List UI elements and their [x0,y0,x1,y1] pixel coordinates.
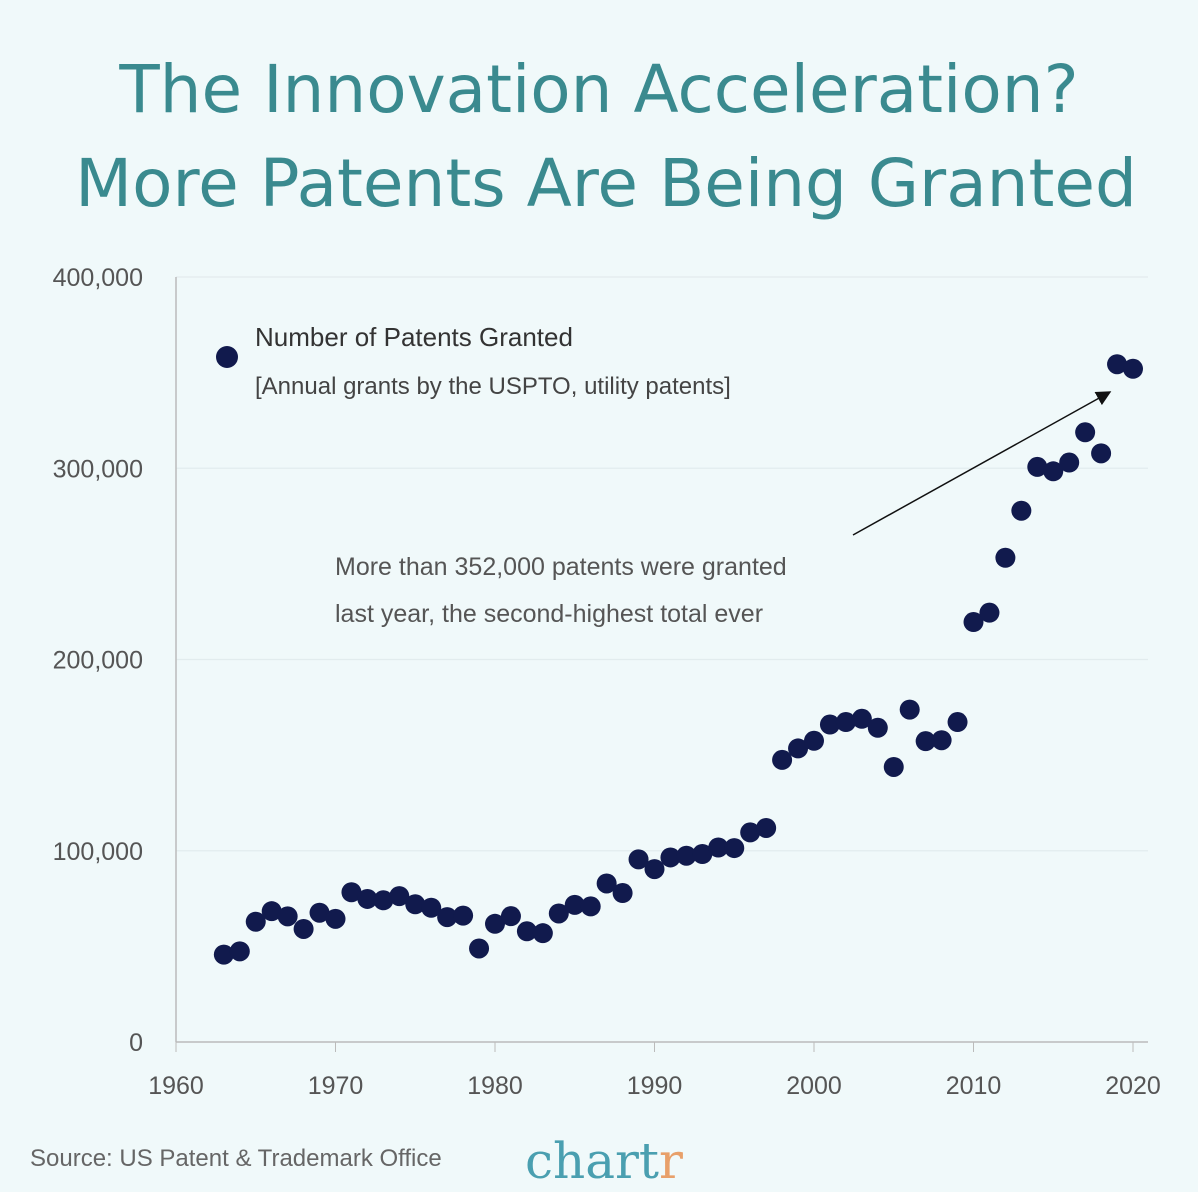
data-point-2013 [1011,501,1031,521]
data-point-1983 [533,923,553,943]
title-line-2: More Patents Are Being Granted [75,145,1137,222]
annotation-line-2: last year, the second-highest total ever [335,600,763,628]
data-point-1964 [230,941,250,961]
y-tick-label: 0 [129,1029,143,1057]
data-point-1997 [756,818,776,838]
data-point-1988 [613,883,633,903]
legend-marker [216,346,238,368]
x-tick-label: 1960 [148,1072,204,1100]
logo-last: r [659,1132,683,1190]
y-tick-label: 400,000 [53,264,143,292]
data-point-1981 [501,906,521,926]
data-point-1968 [294,919,314,939]
data-point-2016 [1059,453,1079,473]
data-point-2005 [884,757,904,777]
data-point-2020 [1123,359,1143,379]
title-line-1: The Innovation Acceleration? [118,51,1078,128]
y-tick-label: 300,000 [53,455,143,483]
y-tick-label: 100,000 [53,838,143,866]
data-point-2004 [868,718,888,738]
x-tick-label: 2020 [1105,1072,1161,1100]
data-point-1995 [724,838,744,858]
data-point-2000 [804,731,824,751]
data-point-2017 [1075,422,1095,442]
y-tick-label: 200,000 [53,647,143,675]
chartr-logo: chartr [525,1132,683,1190]
data-point-1998 [772,750,792,770]
data-point-1979 [469,938,489,958]
source-text: Source: US Patent & Trademark Office [30,1145,442,1172]
data-point-2012 [995,548,1015,568]
data-point-2009 [948,712,968,732]
data-point-1967 [278,906,298,926]
data-point-2008 [932,730,952,750]
data-point-1986 [581,896,601,916]
data-point-2018 [1091,443,1111,463]
data-point-1990 [645,859,665,879]
data-point-2006 [900,700,920,720]
x-tick-label: 1990 [627,1072,683,1100]
x-tick-label: 2010 [946,1072,1002,1100]
data-point-2011 [979,603,999,623]
x-tick-label: 1970 [308,1072,364,1100]
legend-sublabel: [Annual grants by the USPTO, utility pat… [255,373,731,400]
x-tick-label: 2000 [786,1072,842,1100]
annotation-line-1: More than 352,000 patents were granted [335,553,787,581]
data-point-1970 [326,909,346,929]
logo-main: chart [525,1132,659,1190]
data-point-1978 [453,906,473,926]
legend-label: Number of Patents Granted [255,322,573,352]
x-tick-label: 1980 [467,1072,523,1100]
